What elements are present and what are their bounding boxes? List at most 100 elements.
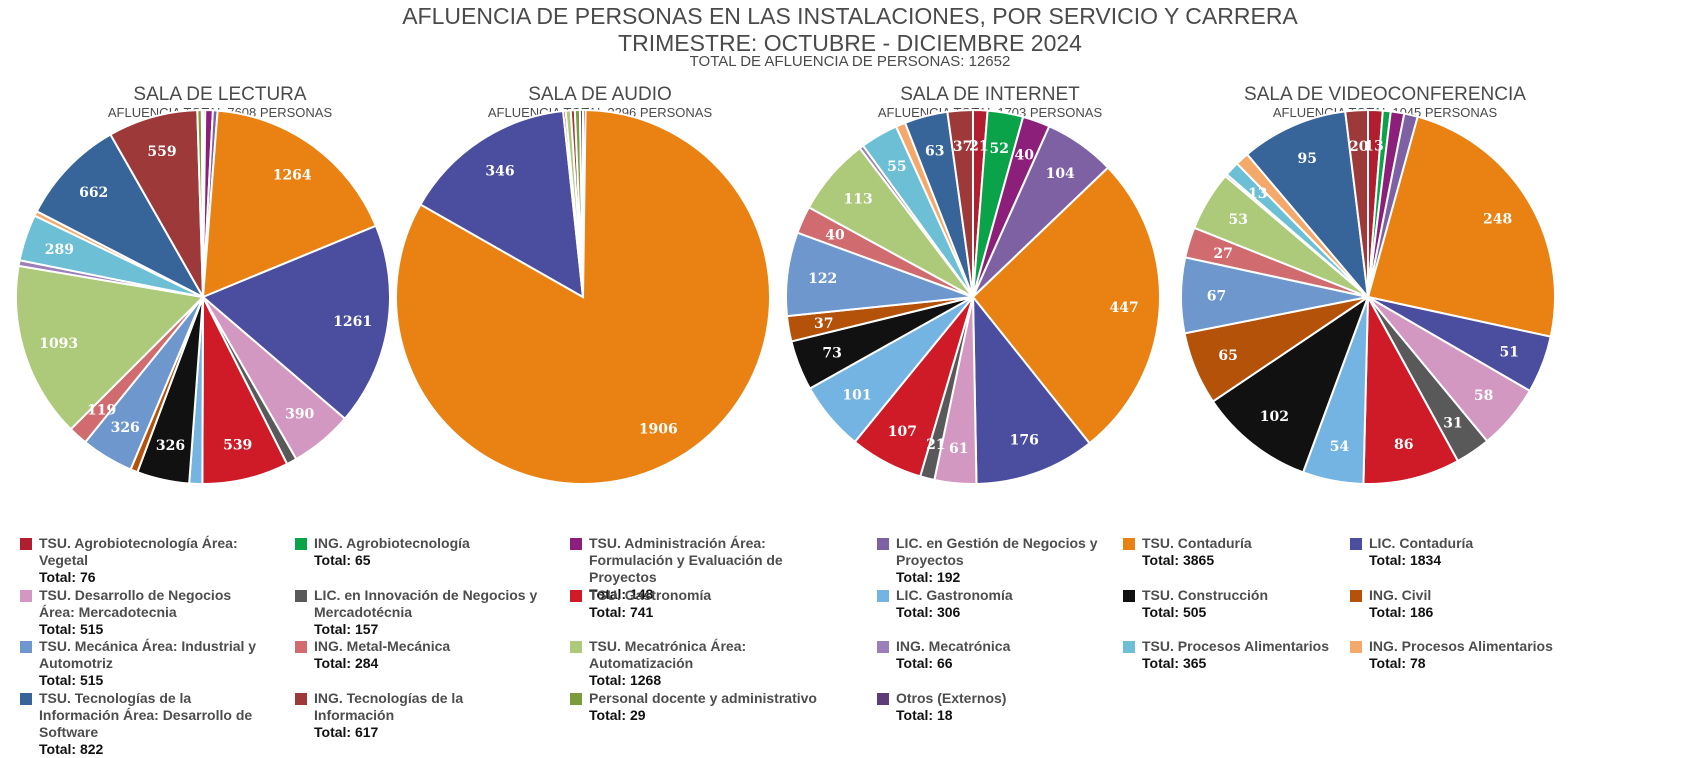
legend-swatch <box>570 590 582 602</box>
data-label: 289 <box>45 242 74 258</box>
legend-swatch <box>877 641 889 653</box>
pie-slice <box>1245 110 1370 301</box>
legend-swatch <box>20 538 32 550</box>
pie-chart-sala-audio: SALA DE AUDIO AFLUENCIA TOTAL 2296 PERSO… <box>380 78 820 528</box>
data-label: 53 <box>1228 212 1247 228</box>
legend-label: LIC. en Innovación de Negocios y Mercado… <box>314 587 538 620</box>
legend-label: Otros (Externos) <box>896 690 1007 706</box>
legend-total: Total: 18 <box>896 707 953 723</box>
data-label: 13 <box>1364 139 1383 155</box>
data-label: 61 <box>949 441 968 457</box>
pie-title: SALA DE LECTURA <box>133 84 307 105</box>
pie-slice <box>35 133 206 300</box>
legend-label: ING. Agrobiotecnología <box>314 535 470 551</box>
legend-total: Total: 515 <box>39 672 104 688</box>
data-label: 67 <box>1207 289 1226 305</box>
pie-slice <box>1366 115 1556 338</box>
data-label: 63 <box>925 143 944 159</box>
legend-text: ING. Agrobiotecnología Total: 65 <box>314 535 544 569</box>
pie-slice <box>971 294 1091 485</box>
legend-label: ING. Tecnologías de la Información <box>314 690 464 723</box>
legend-text: TSU. Procesos Alimentarios Total: 365 <box>1142 638 1372 672</box>
data-label: 37 <box>953 139 972 155</box>
legend-text: Otros (Externos) Total: 18 <box>896 690 1126 724</box>
legend-swatch <box>20 590 32 602</box>
legend-total: Total: 617 <box>314 724 379 740</box>
legend-swatch <box>1350 590 1362 602</box>
legend-label: ING. Mecatrónica <box>896 638 1011 654</box>
legend-text: ING. Mecatrónica Total: 66 <box>896 638 1126 672</box>
legend-text: TSU. Mecatrónica Área: Automatización Tot… <box>589 638 819 689</box>
legend-label: ING. Procesos Alimentarios <box>1369 638 1553 654</box>
legend-text: TSU. Mecánica Área: Industrial y Automot… <box>39 638 269 689</box>
legend-label: ING. Civil <box>1369 587 1432 603</box>
legend-swatch <box>1350 538 1362 550</box>
data-label: 58 <box>1474 388 1493 404</box>
legend-label: LIC. Gastronomía <box>896 587 1013 603</box>
legend-total: Total: 1834 <box>1369 552 1442 568</box>
legend-swatch <box>20 641 32 653</box>
legend-text: ING. Procesos Alimentarios Total: 78 <box>1369 638 1599 672</box>
legend-label: LIC. en Gestión de Negocios y Proyectos <box>896 535 1098 568</box>
legend-swatch <box>295 641 307 653</box>
legend-swatch <box>1123 590 1135 602</box>
legend-text: TSU. Construcción Total: 505 <box>1142 587 1372 621</box>
legend-total: Total: 365 <box>1142 655 1207 671</box>
legend-label: Personal docente y administrativo <box>589 690 817 706</box>
data-label: 390 <box>285 407 314 423</box>
legend-total: Total: 306 <box>896 604 961 620</box>
legend-total: Total: 515 <box>39 621 104 637</box>
legend-label: TSU. Construcción <box>1142 587 1269 603</box>
legend-swatch <box>877 590 889 602</box>
legend-total: Total: 192 <box>896 569 961 585</box>
data-label: 122 <box>808 271 837 287</box>
data-label: 1093 <box>39 336 78 352</box>
data-label: 346 <box>485 163 514 179</box>
legend-label: TSU. Desarrollo de Negocios Área: Mercad… <box>39 587 232 620</box>
data-label: 40 <box>825 227 845 243</box>
data-label: 101 <box>842 388 871 404</box>
legend-total: Total: 29 <box>589 707 646 723</box>
legend-text: LIC. en Gestión de Negocios y Proyectos T… <box>896 535 1126 586</box>
pie-slice <box>419 109 585 299</box>
legend-text: TSU. Administración Área: Formulación y … <box>589 535 819 603</box>
data-label: 21 <box>926 437 945 453</box>
pie-title: SALA DE AUDIO <box>528 84 672 105</box>
data-label: 21 <box>969 139 988 155</box>
legend-text: TSU. Desarrollo de Negocios Área: Mercad… <box>39 587 269 638</box>
legend-total: Total: 66 <box>896 655 953 671</box>
legend-total: Total: 1268 <box>589 672 662 688</box>
pie-slice <box>200 108 204 298</box>
legend-swatch <box>20 693 32 705</box>
legend-total: Total: 65 <box>314 552 371 568</box>
data-label: 40 <box>1015 148 1035 164</box>
legend-swatch <box>570 641 582 653</box>
data-label: 559 <box>147 144 176 160</box>
pie-title: SALA DE VIDEOCONFERENCIA <box>1244 84 1526 105</box>
pie-slice <box>201 224 391 421</box>
legend-swatch <box>1123 538 1135 550</box>
data-label: 326 <box>156 438 185 454</box>
pie-title: SALA DE INTERNET <box>900 84 1080 105</box>
data-label: 37 <box>814 316 833 332</box>
legend-swatch <box>570 693 582 705</box>
data-label: 86 <box>1394 437 1413 453</box>
legend-swatch <box>1350 641 1362 653</box>
data-label: 119 <box>87 403 116 419</box>
legend-label: TSU. Gastronomía <box>589 587 712 603</box>
legend-total: Total: 157 <box>314 621 379 637</box>
data-label: 27 <box>1213 246 1232 262</box>
legend-label: ING. Metal-Mecánica <box>314 638 451 654</box>
legend-text: TSU. Tecnologías de la Información Área:… <box>39 690 269 758</box>
data-label: 104 <box>1046 166 1075 182</box>
legend-total: Total: 741 <box>589 604 654 620</box>
pie-chart-sala-videoconferencia: SALA DE VIDEOCONFERENCIA AFLUENCIA TOTAL… <box>1165 78 1605 528</box>
data-label: 95 <box>1298 151 1317 167</box>
data-label: 73 <box>822 346 841 362</box>
data-label: 176 <box>1010 433 1039 449</box>
pie-slice <box>971 166 1161 445</box>
legend-swatch <box>877 538 889 550</box>
legend-total: Total: 76 <box>39 569 96 585</box>
pie-slice <box>1211 294 1371 474</box>
pie-chart-sala-internet: SALA DE INTERNET AFLUENCIA TOTAL 1703 PE… <box>770 78 1210 528</box>
